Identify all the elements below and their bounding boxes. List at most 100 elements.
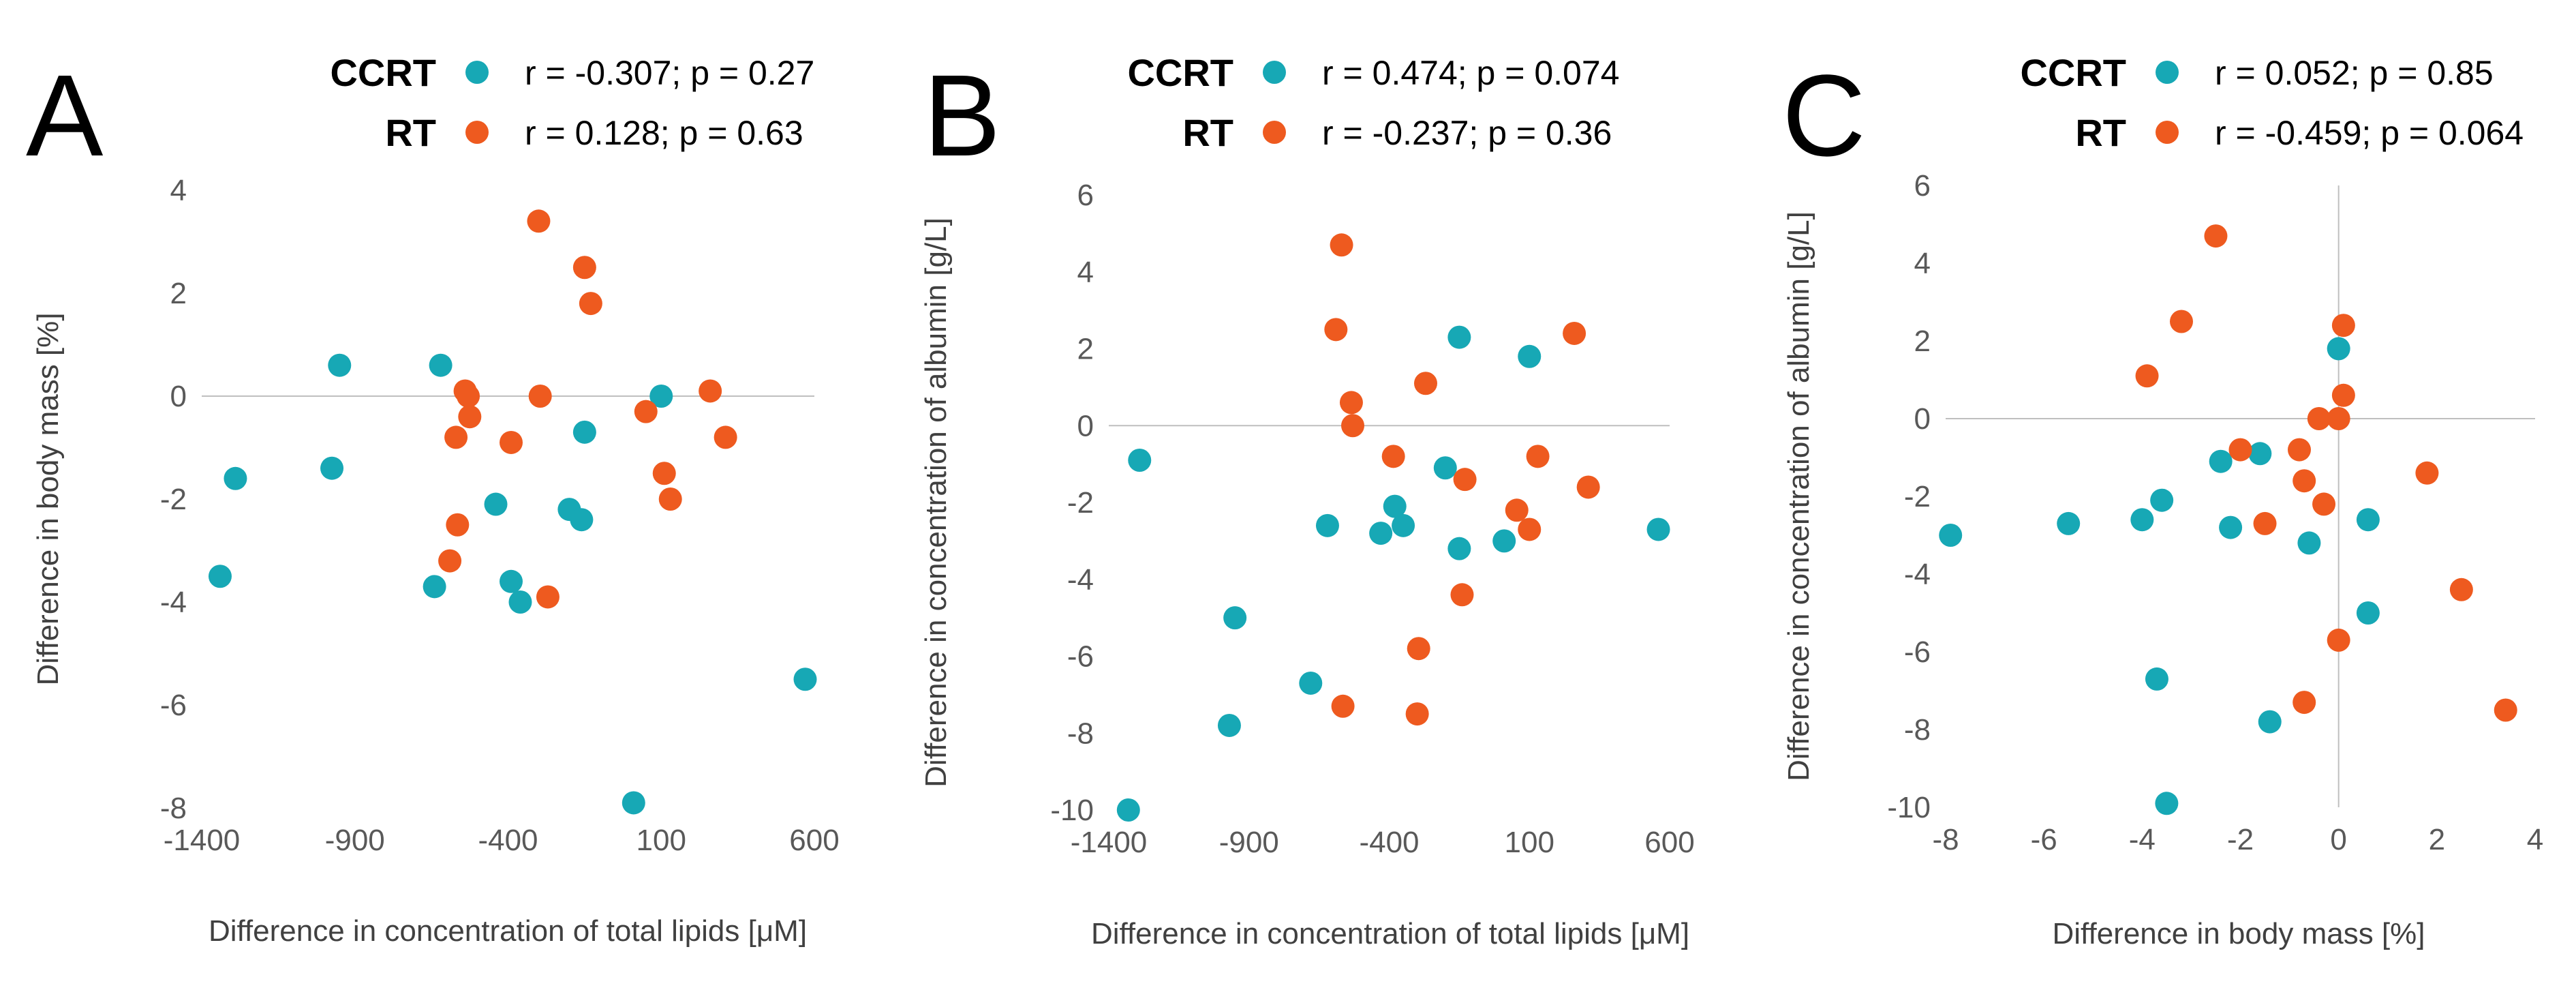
x-axis-title: Difference in concentration of total lip… [209, 914, 807, 948]
x-axis-title: Difference in body mass [%] [2053, 917, 2425, 950]
data-point-rt [527, 209, 551, 233]
data-point-rt [1381, 445, 1405, 468]
data-point-ccrt [1223, 606, 1247, 630]
y-tick-label: 6 [1914, 169, 1931, 202]
x-tick-label: -8 [1932, 823, 1959, 856]
data-point-rt [1405, 702, 1429, 726]
y-tick-label: -10 [1050, 794, 1094, 827]
data-point-ccrt [1939, 524, 1963, 547]
data-point-rt [1413, 372, 1437, 395]
data-point-ccrt [622, 791, 645, 815]
data-point-rt [1576, 475, 1600, 499]
y-tick-label: -6 [160, 689, 187, 722]
legend-marker-rt [465, 121, 489, 144]
x-tick-label: 100 [637, 824, 686, 857]
data-point-rt [2415, 461, 2439, 485]
y-tick-label: -8 [1067, 717, 1094, 750]
x-axis-title: Difference in concentration of total lip… [1091, 917, 1689, 950]
data-point-rt [1331, 694, 1355, 718]
y-tick-label: -2 [1904, 480, 1931, 513]
data-point-rt [1330, 233, 1353, 257]
y-tick-label: -4 [1067, 563, 1094, 597]
legend-stats-rt: r = 0.128; p = 0.63 [525, 114, 803, 152]
data-point-rt [2135, 364, 2159, 388]
legend-label-ccrt: CCRT [330, 51, 436, 94]
data-point-rt [658, 487, 682, 511]
y-tick-label: 0 [1914, 402, 1931, 436]
legend-marker-ccrt [1263, 61, 1286, 84]
data-point-ccrt [1315, 513, 1339, 537]
data-point-ccrt [2057, 511, 2081, 535]
data-point-rt [528, 385, 552, 408]
data-point-rt [714, 425, 737, 449]
data-point-ccrt [1392, 513, 1415, 537]
y-tick-label: 2 [1914, 325, 1931, 358]
data-point-rt [536, 585, 559, 609]
data-point-rt [2204, 224, 2228, 248]
y-tick-label: -6 [1904, 635, 1931, 669]
data-point-ccrt [508, 590, 532, 614]
data-point-ccrt [793, 668, 817, 691]
data-point-ccrt [1128, 448, 1152, 472]
data-point-rt [1341, 414, 1365, 438]
series-ccrt [1939, 337, 2380, 815]
legend-stats-rt: r = -0.459; p = 0.064 [2215, 114, 2524, 152]
y-tick-label: 6 [1077, 179, 1094, 212]
data-point-rt [2449, 578, 2473, 601]
data-point-ccrt [1116, 798, 1140, 822]
x-tick-label: 4 [2527, 823, 2543, 856]
y-axis-title: Difference in concentration of albumin [… [1782, 211, 1815, 781]
data-point-ccrt [2209, 449, 2233, 473]
data-point-ccrt [208, 565, 232, 588]
legend-stats-rt: r = -0.237; p = 0.36 [1322, 114, 1612, 152]
data-point-rt [2312, 492, 2336, 516]
x-tick-label: 0 [2330, 823, 2346, 856]
data-point-ccrt [572, 420, 596, 444]
data-point-ccrt [423, 575, 446, 599]
legend-marker-ccrt [465, 61, 489, 84]
series-ccrt [1116, 325, 1670, 822]
x-tick-label: 2 [2429, 823, 2445, 856]
data-point-rt [2331, 383, 2355, 407]
data-point-rt [652, 462, 676, 485]
data-point-rt [2170, 310, 2193, 333]
legend-label-rt: RT [385, 111, 436, 154]
x-tick-label: -4 [2129, 823, 2156, 856]
data-point-ccrt [320, 456, 344, 480]
data-point-ccrt [2356, 601, 2380, 625]
y-tick-label: 4 [1077, 256, 1094, 289]
data-point-rt [2253, 511, 2277, 535]
data-point-ccrt [649, 385, 673, 408]
y-tick-label: 4 [1914, 247, 1931, 280]
series-ccrt [208, 353, 817, 815]
y-tick-label: 0 [1077, 409, 1094, 442]
series-rt [438, 209, 737, 609]
legend-stats-ccrt: r = 0.052; p = 0.85 [2215, 54, 2494, 92]
y-tick-label: -8 [160, 792, 187, 825]
data-point-ccrt [2327, 337, 2350, 361]
legend-label-rt: RT [2075, 111, 2126, 154]
data-point-rt [1526, 445, 1550, 468]
data-point-ccrt [1518, 344, 1542, 368]
y-tick-label: -4 [1904, 558, 1931, 591]
data-point-rt [2293, 469, 2316, 493]
x-tick-label: -2 [2227, 823, 2254, 856]
data-point-rt [1505, 498, 1529, 522]
data-point-ccrt [2258, 710, 2282, 734]
y-tick-label: 0 [170, 380, 187, 413]
data-point-ccrt [1383, 494, 1407, 518]
data-point-rt [2327, 407, 2350, 430]
data-point-rt [457, 385, 480, 408]
data-point-ccrt [2356, 508, 2380, 532]
data-point-rt [438, 549, 462, 573]
legend-marker-rt [2156, 121, 2179, 144]
y-tick-label: -8 [1904, 713, 1931, 747]
data-point-ccrt [2145, 667, 2168, 691]
data-point-rt [2307, 407, 2331, 430]
data-point-ccrt [2155, 792, 2179, 815]
data-point-rt [1518, 518, 1542, 541]
data-point-ccrt [2150, 488, 2174, 512]
data-point-rt [2288, 438, 2311, 462]
data-point-ccrt [484, 492, 508, 516]
data-point-ccrt [429, 353, 453, 377]
